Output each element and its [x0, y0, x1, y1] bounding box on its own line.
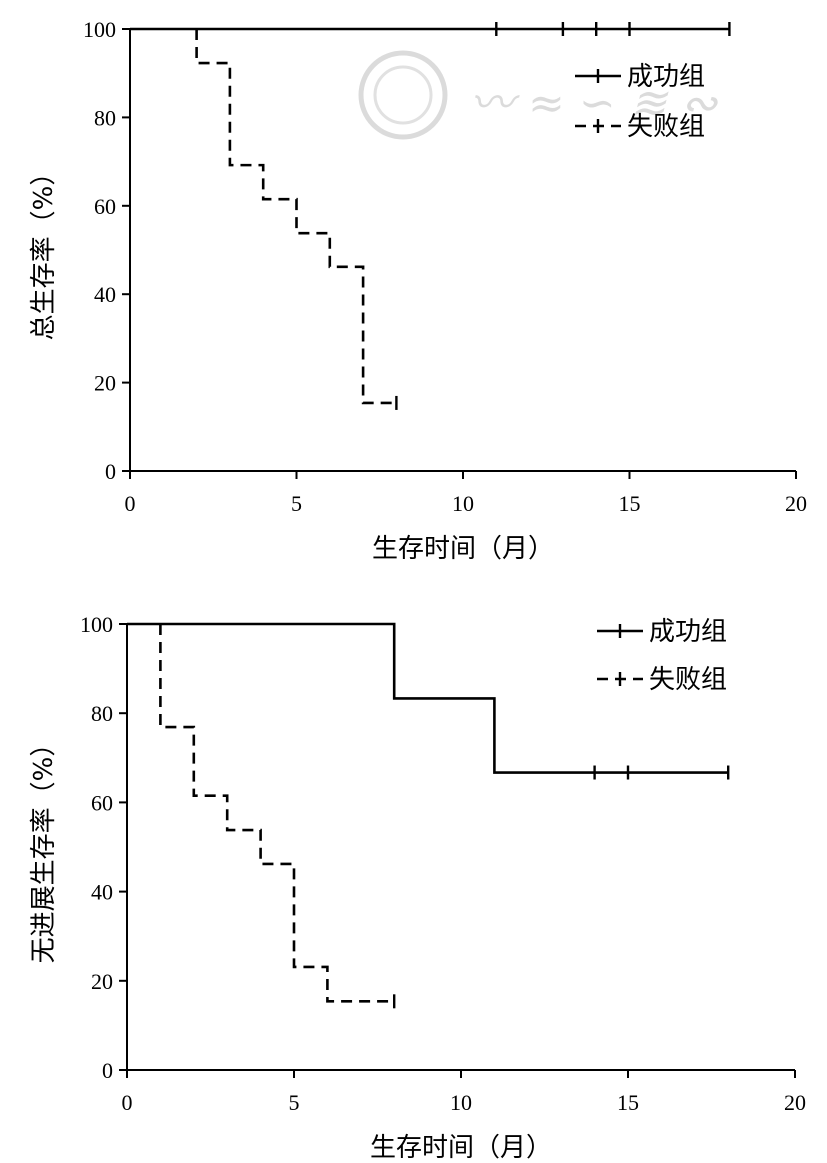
watermark-seal-icon	[358, 50, 448, 140]
x-tick-label: 15	[619, 491, 641, 516]
x-tick-label: 5	[291, 491, 302, 516]
y-tick-label: 0	[105, 459, 116, 484]
series-line-failure	[159, 624, 395, 1003]
series-line-success	[127, 622, 729, 774]
legend-label: 成功组	[649, 617, 727, 647]
x-tick-label: 5	[289, 1090, 300, 1115]
x-axis-label: 生存时间（月）	[372, 534, 554, 564]
x-axis-label: 生存时间（月）	[370, 1133, 552, 1163]
x-tick-label: 0	[125, 491, 136, 516]
x-tick-label: 20	[784, 1090, 806, 1115]
x-tick-label: 0	[122, 1090, 133, 1115]
x-tick-label: 10	[452, 491, 474, 516]
y-axis-label: 总生存率（%）	[29, 160, 59, 341]
y-tick-label: 20	[94, 371, 116, 396]
y-tick-label: 100	[83, 17, 116, 42]
progression-free-survival-chart: 0 20 40 60 80 100 0 5 10 15 20 生存时间（月） 无进展生存率（%） 成功组失…	[29, 612, 806, 1163]
y-tick-label: 80	[94, 105, 116, 130]
y-tick-label: 0	[102, 1058, 113, 1083]
y-tick-label: 40	[94, 282, 116, 307]
y-tick-label: 40	[91, 880, 113, 905]
y-axis-label: 无进展生存率（%）	[29, 731, 59, 964]
watermark: 〰 ≈ ∽ ≋ ∾	[358, 50, 719, 140]
y-tick-label: 60	[94, 194, 116, 219]
watermark-seal-inner-icon	[373, 65, 433, 125]
series-line-failure	[195, 29, 397, 405]
y-tick-label: 60	[91, 790, 113, 815]
legend-label: 成功组	[627, 62, 705, 92]
x-tick-label: 10	[450, 1090, 472, 1115]
x-tick-label: 15	[617, 1090, 639, 1115]
y-tick-label: 80	[91, 701, 113, 726]
x-tick-label: 20	[785, 491, 807, 516]
y-tick-label: 20	[91, 969, 113, 994]
legend-label: 失败组	[627, 112, 705, 142]
legend-label: 失败组	[649, 665, 727, 695]
y-tick-label: 100	[80, 612, 113, 637]
watermark-glyphs: 〰 ≈ ∽ ≋ ∾	[470, 78, 719, 129]
